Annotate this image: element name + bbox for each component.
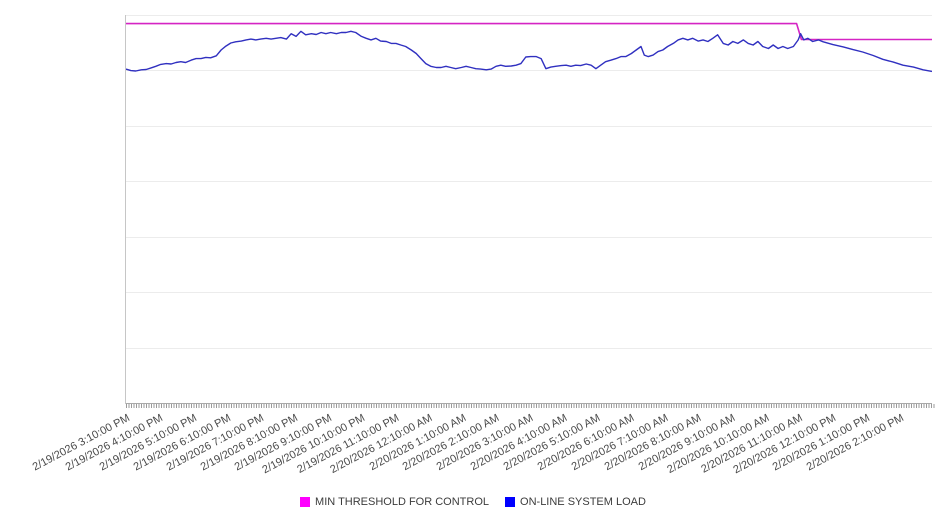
legend-swatch-icon	[300, 497, 311, 507]
series-plot	[126, 22, 932, 73]
legend-label: MIN THRESHOLD FOR CONTROL	[315, 496, 490, 508]
legend-label: ON-LINE SYSTEM LOAD	[520, 496, 646, 508]
gridline	[126, 236, 932, 238]
gridline	[126, 15, 932, 16]
x-axis-minor-ticks	[126, 404, 936, 408]
legend-item-min-threshold[interactable]: MIN THRESHOLD FOR CONTROL	[300, 496, 489, 508]
gridline	[126, 70, 932, 72]
gridline	[126, 347, 932, 349]
legend-item-system-load[interactable]: ON-LINE SYSTEM LOAD	[505, 496, 646, 508]
legend-swatch-icon	[505, 497, 516, 507]
min-threshold-line	[126, 22, 932, 41]
gridline	[126, 292, 932, 294]
gridline	[126, 181, 932, 183]
gridline	[126, 125, 932, 127]
legend: MIN THRESHOLD FOR CONTROL ON-LINE SYSTEM …	[0, 496, 946, 508]
plot-area: 2/19/2026 3:10:00 PM 2/19/2026 4:10:00 PM…	[30, 15, 936, 476]
x-axis-line	[126, 403, 932, 404]
system-load-line	[126, 30, 932, 73]
